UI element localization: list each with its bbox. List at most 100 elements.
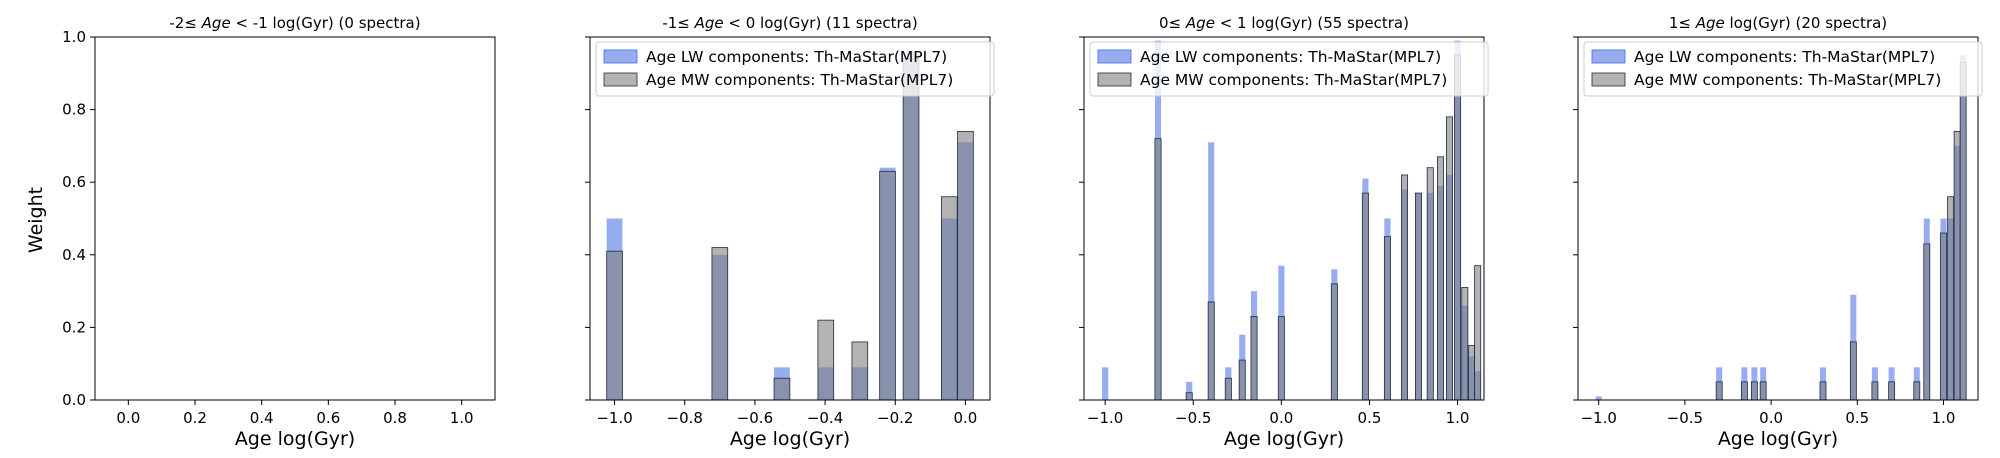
mw-bar [1445,116,1453,401]
mw-bar [902,58,920,401]
mw-bar [1923,243,1931,401]
x-tick-label: 1.0 [1446,409,1470,427]
legend-label-mw: Age MW components: Th-MaStar(MPL7) [646,71,953,89]
plot-frame [94,36,496,401]
mw-bar [1468,345,1475,401]
x-tick-label: 0.5 [1358,409,1382,427]
x-tick-label: −0.8 [667,409,703,427]
x-tick-label: 0.2 [183,409,207,427]
mw-bar [1330,283,1338,401]
mw-bar [1849,341,1857,401]
x-tick-label: −0.5 [1667,409,1703,427]
panel-title: -2≤ Age < -1 log(Gyr) (0 spectra) [169,14,420,32]
mw-bar [1750,381,1758,401]
y-tick-label: 0.6 [62,173,86,191]
x-tick-label: −1.0 [596,409,632,427]
x-tick-label: 1.0 [1932,409,1956,427]
panel-title: -1≤ Age < 0 log(Gyr) (11 spectra) [662,14,917,32]
x-tick-label: −0.2 [877,409,913,427]
plot-frame [1083,36,1485,401]
legend-label-mw: Age MW components: Th-MaStar(MPL7) [1140,71,1447,89]
x-axis-label: Age log(Gyr) [730,428,850,450]
y-tick-label: 1.0 [62,28,86,46]
legend-label-mw: Age MW components: Th-MaStar(MPL7) [1634,71,1941,89]
x-tick-label: 0.0 [1759,409,1783,427]
lw-bar [1208,142,1215,400]
mw-bar [1913,381,1921,401]
mw-bar [1740,381,1748,401]
x-tick-label: −0.4 [807,409,843,427]
x-tick-label: 0.8 [383,409,407,427]
x-tick-label: −0.6 [737,409,773,427]
mw-bar [1277,316,1285,401]
lw-bar [1595,396,1602,400]
mw-bar [1474,265,1482,401]
mw-bar [1154,138,1162,401]
panel-title: 1≤ Age log(Gyr) (20 spectra) [1669,14,1887,32]
mw-bar [879,170,896,401]
x-tick-label: 0.6 [316,409,340,427]
legend-label-lw: Age LW components: Th-MaStar(MPL7) [1634,48,1935,66]
chart-panel-3: −1.0 −0.5 0.0 0.5 1.0 Age log(Gyr) 0≤ Age < 1 … [1079,14,1489,450]
mw-bar [1207,301,1215,401]
y-tick-label: 0.2 [62,318,86,336]
panel-title: 0≤ Age < 1 log(Gyr) (55 spectra) [1159,14,1409,32]
chart-panel-4: −1.0 −0.5 0.0 0.5 1.0 Age log(Gyr) 1≤ Age log(… [1573,14,1983,450]
y-tick-label: 0.0 [62,391,86,409]
x-tick-label: −1.0 [1087,409,1123,427]
y-tick-label: 0.8 [62,101,86,119]
x-axis-label: Age log(Gyr) [1718,428,1838,450]
legend-swatch-mw [1097,72,1132,87]
legend-swatch-lw [1097,49,1132,64]
mw-bar [1959,62,1967,401]
mw-bar [1401,174,1409,401]
mw-bar [1947,196,1955,401]
mw-bar [1819,381,1827,401]
mw-bar [1383,236,1391,401]
mw-bar [1715,381,1723,401]
mw-bar [1436,156,1444,401]
mw-bar [1871,381,1879,401]
mw-bar [1224,377,1232,401]
legend-swatch-lw [1591,49,1626,64]
mw-bar [1238,359,1246,401]
y-axis-label: Weight [25,187,47,253]
legend-box [1583,41,1983,97]
x-tick-label: 0.4 [250,409,274,427]
legend-box [1089,41,1489,97]
mw-bar [1361,192,1369,401]
mw-bar [957,130,974,401]
mw-bar [817,319,835,401]
mw-bar [1759,381,1767,401]
mw-bar [1250,316,1258,401]
plot-frame [1577,36,1979,401]
lw-bar [1186,381,1193,400]
mw-bar [851,341,869,401]
legend-swatch-lw [603,49,638,64]
legend-label-lw: Age LW components: Th-MaStar(MPL7) [646,48,947,66]
legend-swatch-mw [603,72,638,87]
x-tick-label: 0.0 [1269,409,1293,427]
y-tick-label: 0.4 [62,246,86,264]
legend-label-lw: Age LW components: Th-MaStar(MPL7) [1140,48,1441,66]
x-tick-label: −0.5 [1175,409,1211,427]
mw-bar [606,250,623,401]
x-tick-label: 0.0 [954,409,978,427]
x-axis-label: Age log(Gyr) [1224,428,1344,450]
mw-bar [1461,287,1469,401]
mw-bar [1888,381,1896,401]
x-tick-label: −1.0 [1580,409,1616,427]
mw-bar [711,247,729,401]
chart-panel-1: 0.0 0.2 0.4 0.6 0.8 1.0 0.0 0.2 0.4 0.6 0.8 1.0 Age … [62,14,496,450]
mw-bar [1414,192,1422,401]
chart-panel-2: −1.0 −0.8 −0.6 −0.4 −0.2 0.0 Age log(Gyr) -1≤ A… [585,14,995,450]
x-tick-label: 0.0 [116,409,140,427]
mw-bar [1940,232,1947,401]
lw-bar [1102,367,1109,400]
mw-bar [1953,130,1961,401]
legend-box [595,41,995,97]
legend-swatch-mw [1591,72,1626,87]
mw-bar [941,196,958,401]
x-axis-label: Age log(Gyr) [235,428,355,450]
